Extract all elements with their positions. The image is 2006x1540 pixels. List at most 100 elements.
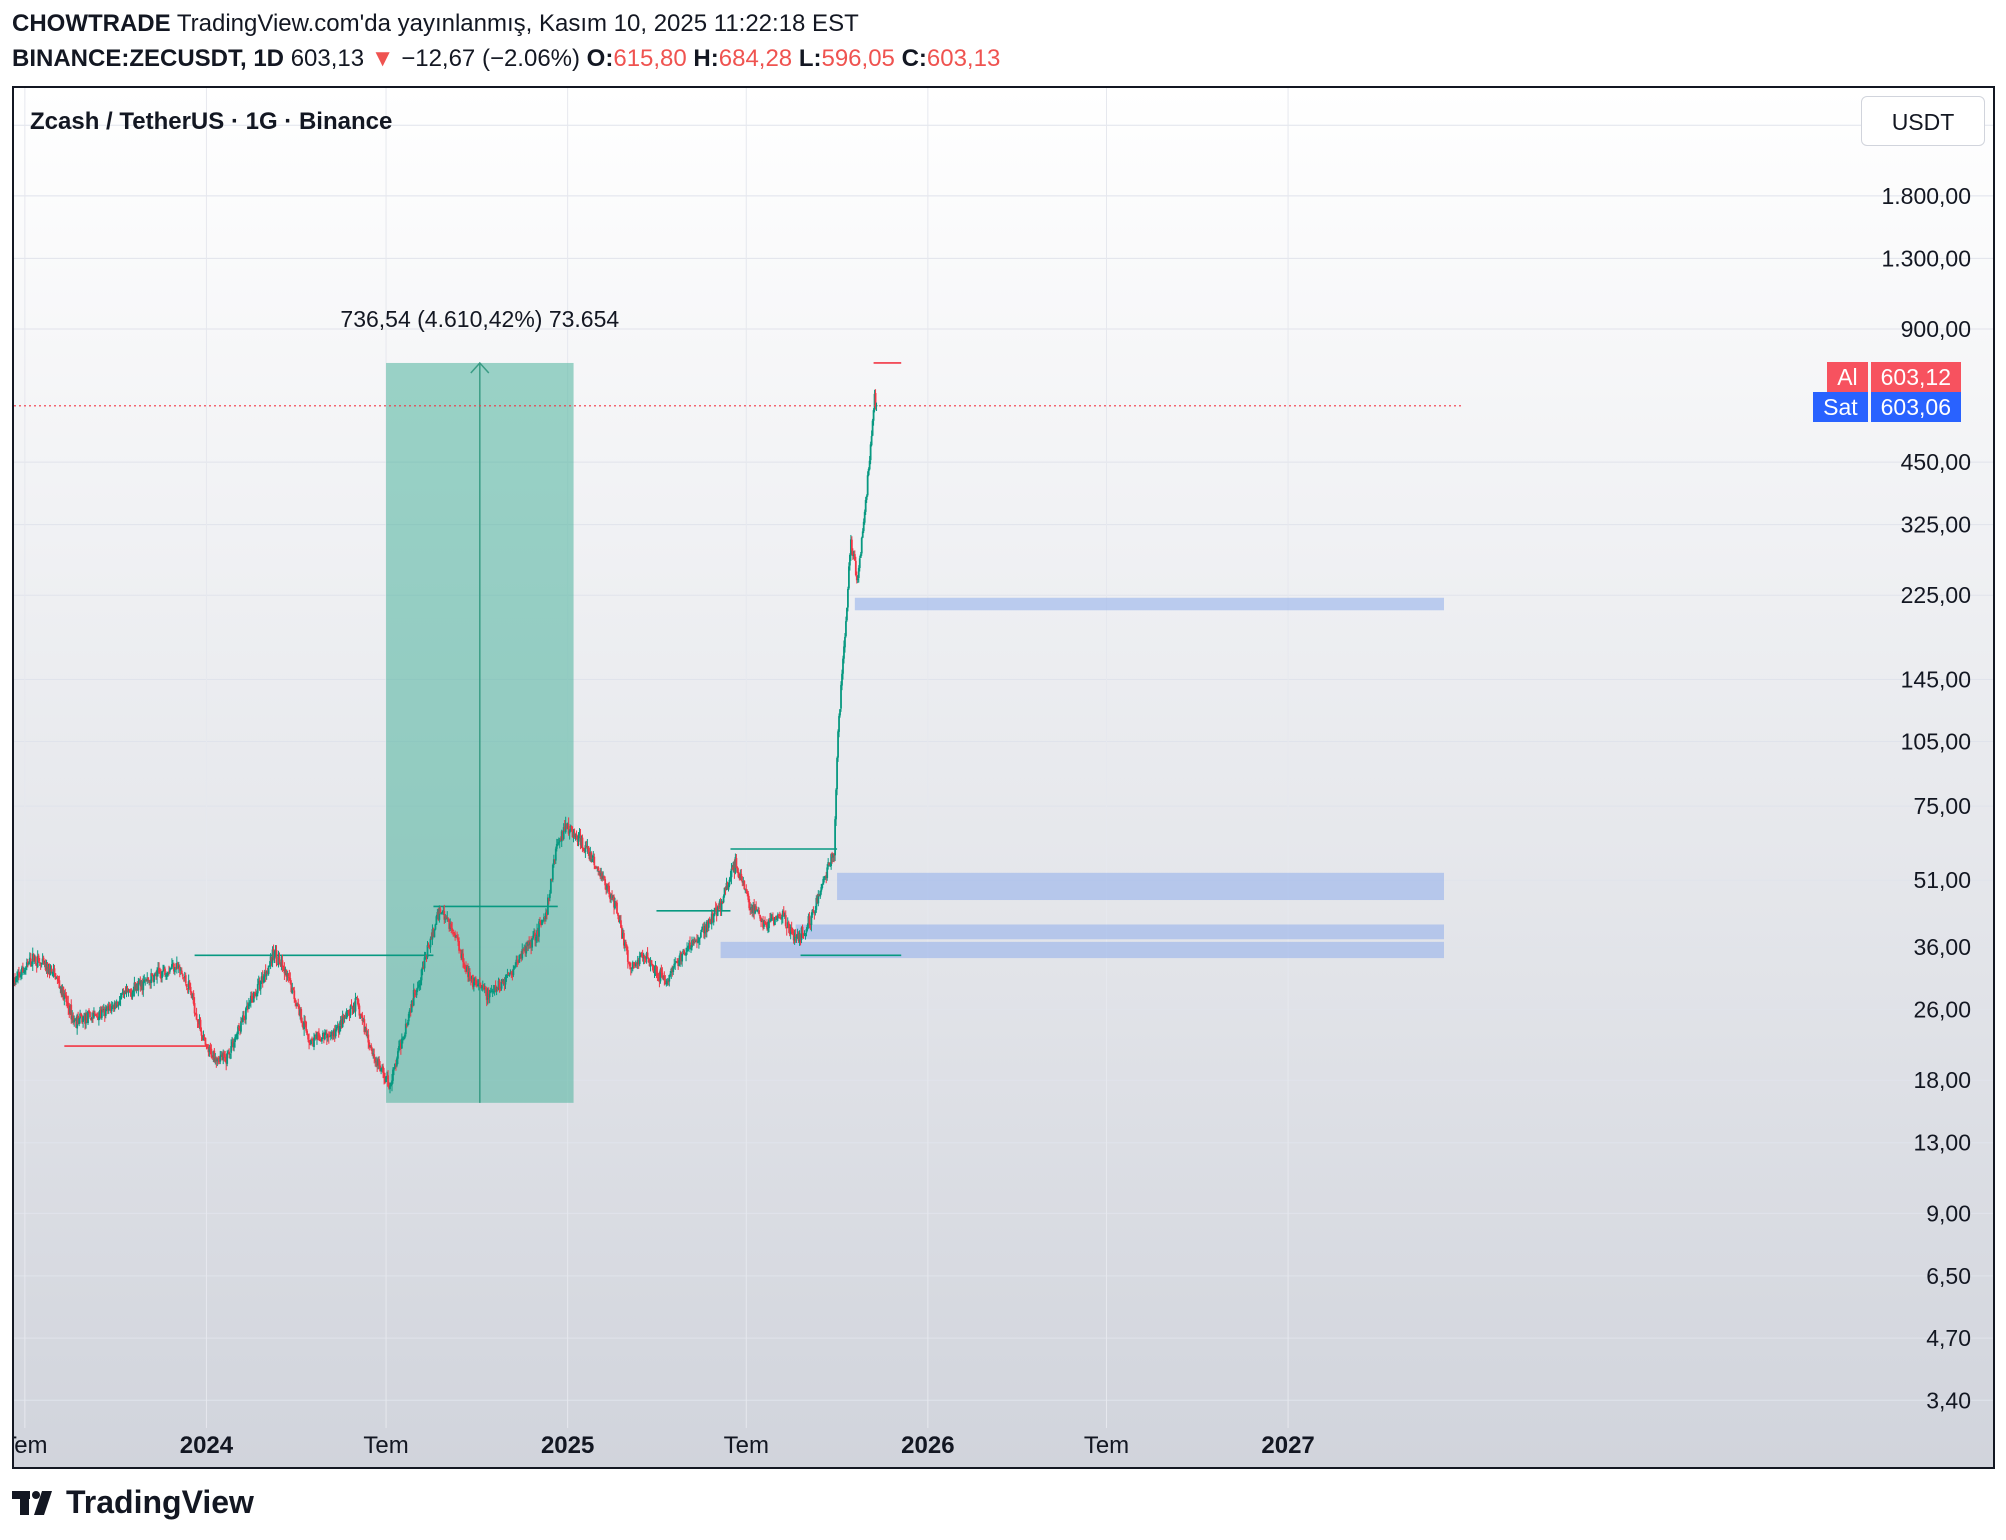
candle-body — [33, 957, 36, 962]
symbol-name[interactable]: BINANCE:ZECUSDT, 1D — [12, 45, 285, 72]
bid-price-tag[interactable]: Sat 603,06 — [1813, 391, 1961, 422]
candle-body — [19, 973, 21, 977]
candle-body — [87, 1011, 89, 1024]
candle-body — [551, 864, 554, 880]
candle-body — [139, 980, 142, 986]
candle-body — [871, 420, 874, 436]
candle-body — [416, 987, 419, 991]
candle-body — [643, 955, 646, 959]
candle-body — [520, 954, 523, 959]
candle-body — [264, 971, 267, 976]
candle-body — [455, 935, 458, 938]
candle-body — [191, 993, 194, 999]
candle-body — [820, 887, 823, 892]
candle-body — [601, 872, 604, 880]
candle-body — [561, 830, 564, 839]
candle-body — [241, 1021, 243, 1023]
candle-body — [338, 1025, 341, 1033]
author-name[interactable]: CHOWTRADE — [12, 10, 171, 37]
candle-body — [158, 968, 160, 973]
candle-body — [807, 916, 810, 926]
y-tick-label: 26,00 — [1913, 997, 1971, 1023]
candle-body — [619, 920, 621, 923]
candle-body — [208, 1047, 211, 1052]
candle-body — [418, 983, 421, 986]
candle-body — [93, 1012, 95, 1018]
support-zone — [854, 597, 1444, 611]
candle-body — [499, 987, 502, 989]
candle-body — [566, 823, 569, 829]
candle-body — [168, 971, 170, 973]
candle-body — [432, 928, 435, 937]
candle-body — [728, 879, 731, 886]
candle-body — [675, 961, 678, 963]
candle-body — [66, 1001, 69, 1003]
candle-body — [734, 857, 737, 873]
candle-body — [732, 862, 735, 868]
candle-body — [521, 949, 524, 959]
close-label: C: — [901, 45, 927, 72]
candle-body — [477, 983, 480, 985]
candle-body — [150, 973, 153, 984]
candle-body — [777, 914, 780, 916]
candle-body — [731, 868, 734, 870]
candle-body — [331, 1031, 334, 1037]
candle-body — [377, 1059, 380, 1066]
candle-body — [837, 731, 839, 758]
candle-body — [395, 1063, 397, 1066]
candle-body — [751, 907, 754, 913]
candle-body — [592, 856, 595, 858]
candle-body — [306, 1030, 309, 1035]
candle-body — [124, 990, 127, 995]
candle-body — [203, 1037, 206, 1039]
chart-frame[interactable]: 736,54 (4.610,42%) 73.654 2.600,001.800,… — [12, 86, 1995, 1469]
last-price: 603,13 — [290, 45, 365, 72]
open-label: O: — [586, 45, 614, 72]
candle-body — [233, 1042, 235, 1048]
candle-body — [163, 968, 165, 971]
candle-body — [249, 995, 252, 1003]
candle-body — [372, 1053, 375, 1055]
candle-body — [152, 975, 155, 982]
candle-body — [757, 910, 760, 912]
ask-price-tag[interactable]: Al 603,12 — [1827, 361, 1961, 392]
candle-body — [28, 957, 31, 964]
candle-body — [326, 1035, 329, 1038]
candle-body — [528, 941, 531, 945]
candle-body — [502, 979, 505, 983]
candle-body — [671, 968, 674, 972]
candle-body — [722, 896, 725, 903]
candle-body — [862, 521, 865, 532]
candle-body — [578, 833, 581, 837]
candle-body — [366, 1034, 369, 1036]
candle-body — [503, 980, 506, 986]
candle-body — [471, 975, 473, 979]
candle-body — [57, 978, 60, 981]
candle-body — [411, 1001, 414, 1005]
candle-body — [848, 566, 850, 589]
price-chart[interactable]: 736,54 (4.610,42%) 73.654 2.600,001.800,… — [14, 88, 1993, 1467]
candle-body — [756, 910, 759, 912]
candle-body — [513, 966, 516, 969]
candle-body — [318, 1032, 320, 1038]
candle-body — [863, 511, 866, 523]
candle-body — [355, 997, 358, 999]
candle-body — [809, 923, 812, 926]
candle-body — [71, 1015, 74, 1020]
candle-body — [45, 963, 48, 970]
candle-body — [206, 1045, 209, 1049]
candle-body — [865, 496, 868, 500]
time-axis[interactable]: Tem 2024 Tem 2025 Tem 2026 Tem 2027 — [14, 1432, 1315, 1459]
candle-body — [205, 1044, 208, 1046]
candle-body — [440, 912, 443, 915]
candle-body — [210, 1048, 213, 1058]
candle-body — [160, 974, 162, 979]
currency-button[interactable]: USDT — [1861, 96, 1985, 146]
candle-body — [483, 987, 486, 990]
candle-body — [690, 948, 692, 950]
candle-body — [800, 927, 803, 940]
candle-body — [252, 991, 255, 1002]
tradingview-footer[interactable]: TradingView — [12, 1484, 254, 1521]
candle-body — [680, 952, 683, 962]
candle-body — [469, 972, 471, 979]
